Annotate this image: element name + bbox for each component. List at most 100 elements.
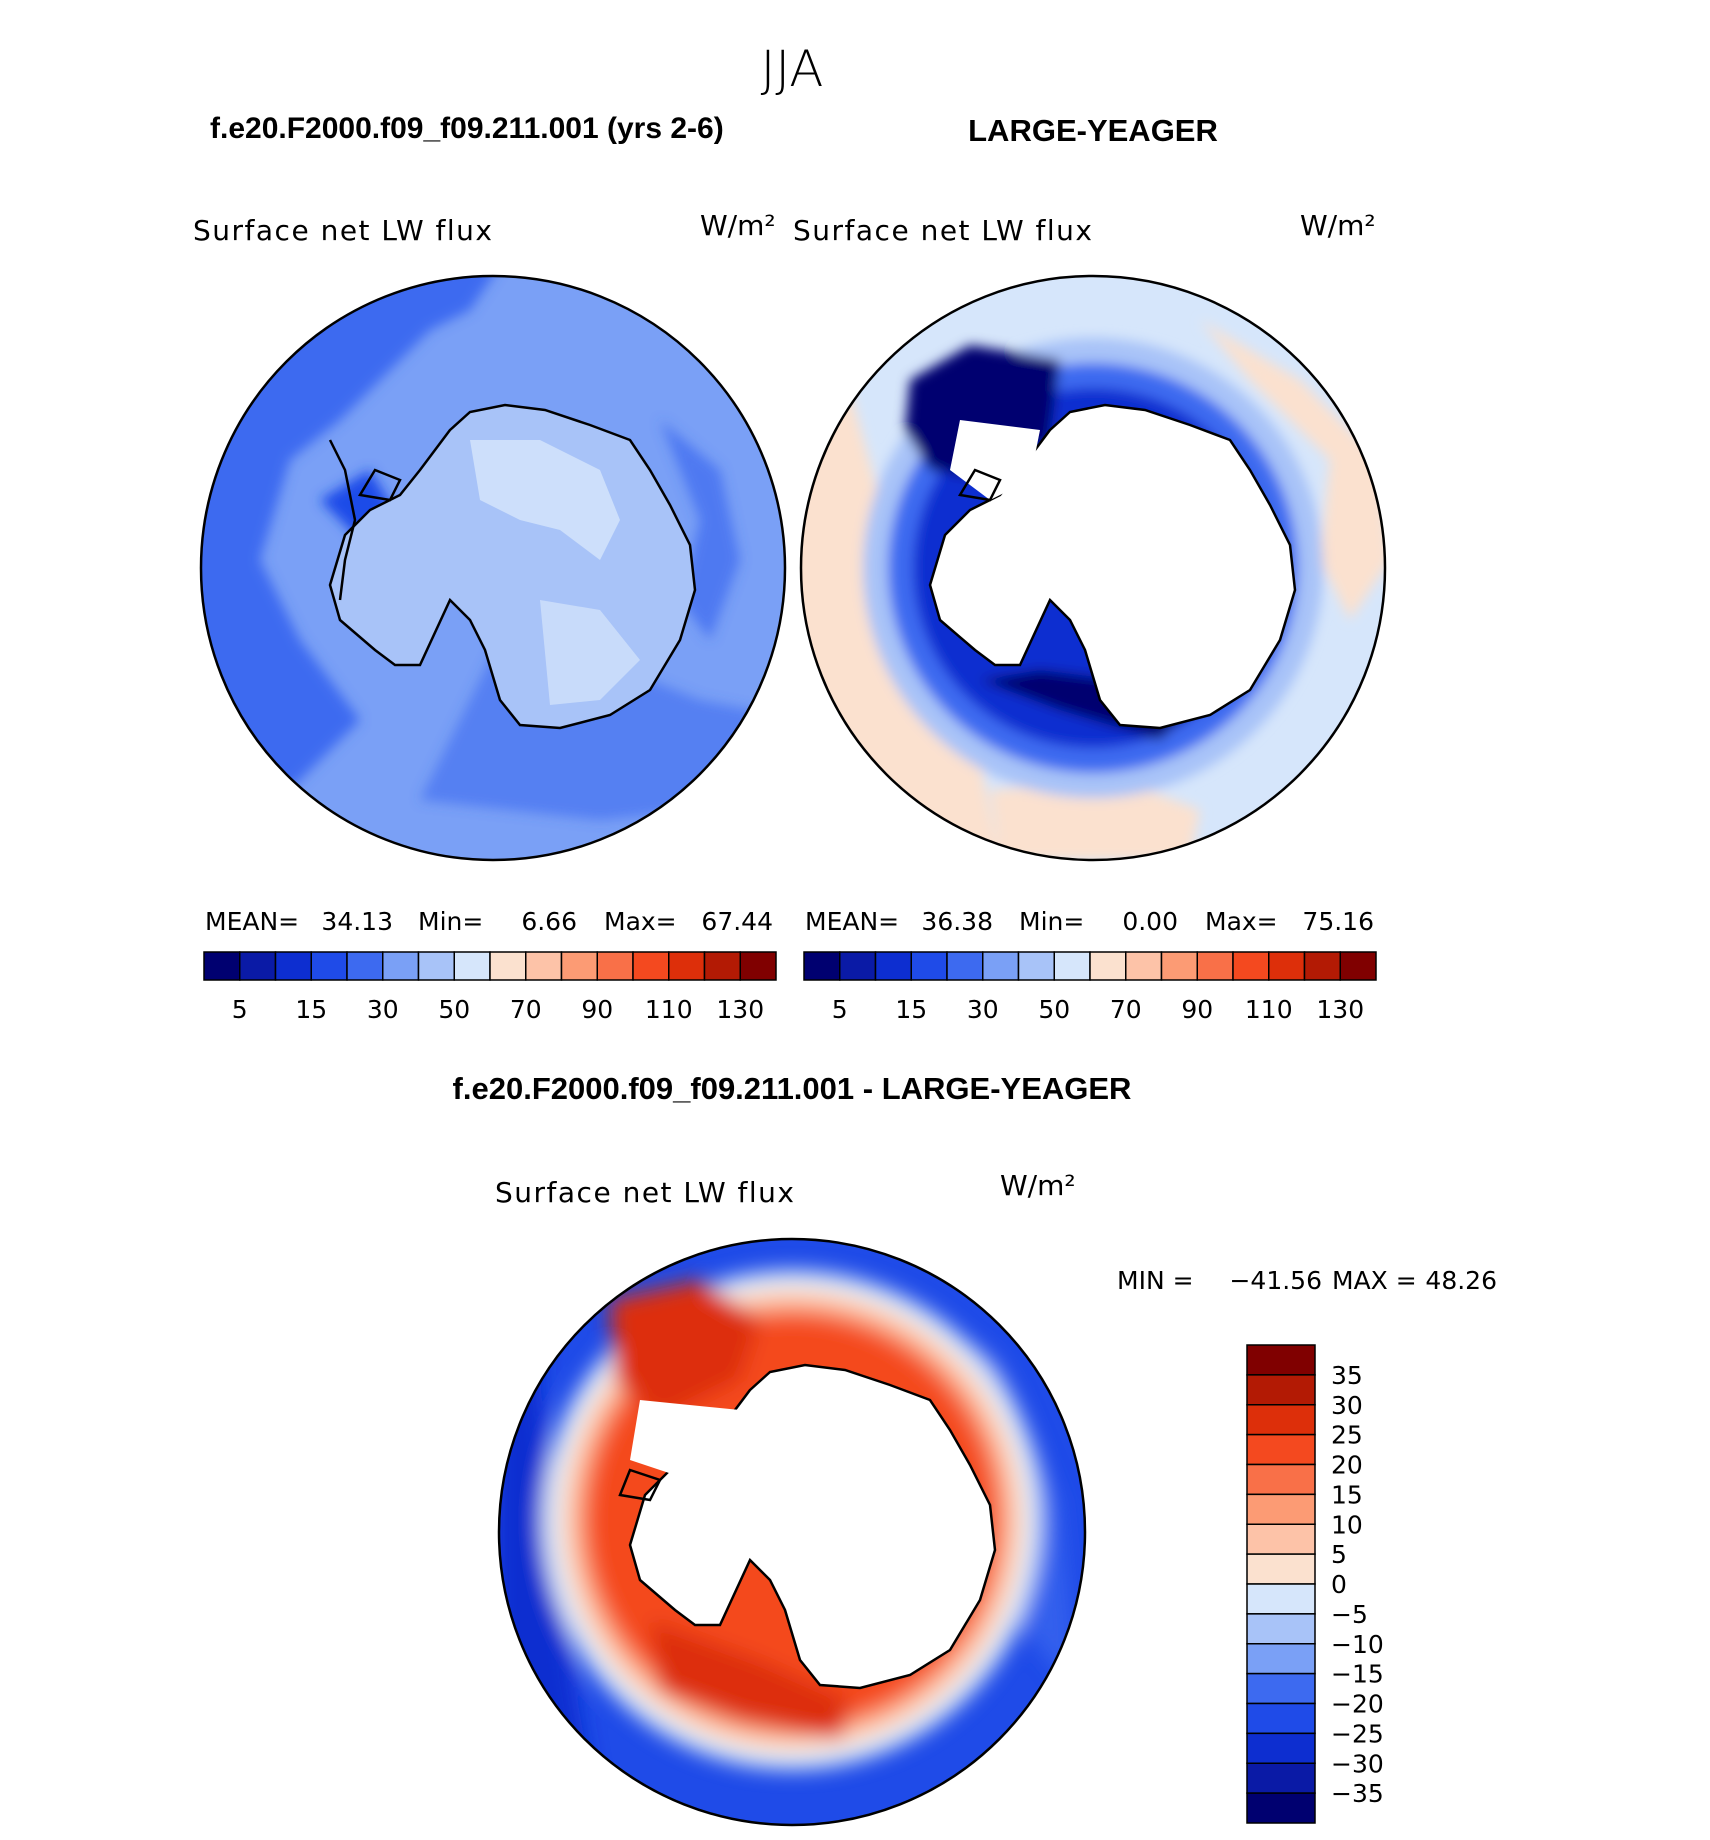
panel1-map-border xyxy=(199,274,787,862)
panel2-antarctica xyxy=(928,403,1297,730)
panel2-colorbar: 5 15 30 50 70 90 110 130 xyxy=(803,951,1377,1024)
panel2-colorbar-tick-label: 5 xyxy=(832,995,848,1024)
panel2-map-border xyxy=(799,274,1387,862)
panel3-colorbar-swatch xyxy=(1246,1523,1316,1555)
panel3-max-value: 48.26 xyxy=(1425,1266,1497,1295)
panel3-colorbar-swatch xyxy=(1246,1792,1316,1824)
panel3-colorbar-tick-label: 10 xyxy=(1331,1510,1363,1539)
panel2-colorbar-swatch xyxy=(874,951,912,981)
panel2-polar-map xyxy=(799,274,1387,862)
panel3-colorbar-tick-label: 35 xyxy=(1331,1361,1363,1390)
panel3-colorbar-swatch xyxy=(1246,1374,1316,1406)
panel1-colorbar-swatch xyxy=(310,951,348,981)
panel1-units-label: W/m² xyxy=(700,209,776,242)
panel1-stats: MEAN= 34.13 Min= 6.66 Max= 67.44 xyxy=(205,907,773,936)
panel1-colorbar-swatch xyxy=(739,951,777,981)
panel2-colorbar-swatch xyxy=(1017,951,1055,981)
panel3-min-value: −41.56 xyxy=(1229,1266,1322,1295)
panel3-colorbar-tick-label: 0 xyxy=(1331,1570,1347,1599)
panel3-colorbar-swatch xyxy=(1246,1613,1316,1645)
panel1-colorbar-tick-label: 90 xyxy=(581,995,613,1024)
panel3-stats: MIN = −41.56 MAX = 48.26 xyxy=(1117,1266,1497,1295)
panel1-variable-label: Surface net LW flux xyxy=(193,214,494,247)
panel2-colorbar-swatch xyxy=(1160,951,1198,981)
panel2-case-title: LARGE-YEAGER xyxy=(968,113,1218,148)
panel3-colorbar-swatch xyxy=(1246,1702,1316,1735)
panel1-colorbar-swatch xyxy=(417,951,455,981)
panel1-colorbar-swatch xyxy=(560,951,598,981)
panel1-mean-value: 34.13 xyxy=(321,907,393,936)
panel3-colorbar-tick-label: −35 xyxy=(1331,1779,1384,1808)
panel3-colorbar-swatch xyxy=(1246,1732,1316,1764)
panel1-colorbar-tick-label: 50 xyxy=(438,995,470,1024)
panel2-colorbar-swatch xyxy=(1232,951,1270,981)
panel1-colorbar-tick-label: 110 xyxy=(645,995,693,1024)
panel2-colorbar-swatch xyxy=(1089,951,1127,981)
panel3-colorbar-swatch xyxy=(1246,1643,1316,1675)
panel3-variable-label: Surface net LW flux xyxy=(495,1176,796,1209)
panel3-colorbar-swatch xyxy=(1246,1404,1316,1436)
panel2-colorbar-tick-label: 130 xyxy=(1316,995,1364,1024)
panel1-colorbar-swatch xyxy=(525,951,563,981)
panel3-colorbar-tick-label: −5 xyxy=(1331,1600,1368,1629)
panel3-case-title: f.e20.F2000.f09_f09.211.001 - LARGE-YEAG… xyxy=(453,1071,1132,1106)
panel1-colorbar-swatch xyxy=(274,951,312,981)
panel3-colorbar-tick-label: −30 xyxy=(1331,1749,1384,1778)
panel1-colorbar-swatch xyxy=(239,951,277,981)
panel3-polar-map xyxy=(497,1237,1087,1827)
panel1-colorbar-tick-label: 15 xyxy=(295,995,327,1024)
panel2-colorbar-swatch xyxy=(910,951,948,981)
panel2-colorbar-swatch xyxy=(803,951,841,981)
panel2-colorbar-swatch xyxy=(946,951,984,981)
panel1-colorbar-swatch xyxy=(596,951,634,981)
panel3-units-label: W/m² xyxy=(1000,1169,1076,1202)
panel2-colorbar-swatch xyxy=(1053,951,1091,981)
panel2-colorbar-tick-label: 90 xyxy=(1181,995,1213,1024)
panel3-colorbar-swatch xyxy=(1246,1493,1316,1525)
panel3-colorbar-swatch xyxy=(1246,1463,1316,1496)
panel3-colorbar-tick-label: −25 xyxy=(1331,1719,1384,1748)
panel2-colorbar-tick-label: 70 xyxy=(1110,995,1142,1024)
panel1-case-title: f.e20.F2000.f09_f09.211.001 (yrs 2-6) xyxy=(210,112,724,145)
panel2-colorbar-tick-label: 50 xyxy=(1038,995,1070,1024)
panel2-colorbar-tick-label: 110 xyxy=(1245,995,1293,1024)
panel2-colorbar-swatch xyxy=(839,951,877,981)
panel3-max-label: MAX = xyxy=(1332,1266,1417,1295)
panel2-min-label: Min= xyxy=(1019,907,1084,936)
panel3-colorbar-swatch xyxy=(1246,1344,1316,1376)
panel3-colorbar-tick-label: 25 xyxy=(1331,1421,1363,1450)
panel2-colorbar-swatch xyxy=(1196,951,1234,981)
panel2-variable-label: Surface net LW flux xyxy=(793,214,1094,247)
panel2-colorbar-swatch xyxy=(1125,951,1163,981)
panel1-colorbar-swatch xyxy=(346,951,384,981)
panel2-mean-value: 36.38 xyxy=(921,907,993,936)
panel1-colorbar-tick-label: 5 xyxy=(232,995,248,1024)
panel1-mean-label: MEAN= xyxy=(205,907,299,936)
panel3-colorbar-tick-label: −10 xyxy=(1331,1630,1384,1659)
panel3-min-label: MIN = xyxy=(1117,1266,1194,1295)
panel1-colorbar-tick-label: 130 xyxy=(716,995,764,1024)
panel3-map-border xyxy=(497,1237,1087,1827)
panel1-colorbar-swatch xyxy=(703,951,741,981)
panel3-colorbar-swatch xyxy=(1246,1762,1316,1794)
panel3-colorbar-tick-label: −20 xyxy=(1331,1690,1384,1719)
panel2-colorbar-swatch xyxy=(1303,951,1341,981)
panel2-max-label: Max= xyxy=(1205,907,1278,936)
panel3-colorbar-tick-label: −15 xyxy=(1331,1660,1384,1689)
panel1-colorbar-swatch xyxy=(453,951,491,981)
panel1-max-label: Max= xyxy=(604,907,677,936)
panel3-colorbar-swatch xyxy=(1246,1433,1316,1466)
season-title: JJA xyxy=(761,40,824,98)
panel1-colorbar-tick-label: 70 xyxy=(510,995,542,1024)
panel2-mean-label: MEAN= xyxy=(805,907,899,936)
panel1-max-value: 67.44 xyxy=(701,907,773,936)
panel3-colorbar-swatch xyxy=(1246,1672,1316,1705)
panel1-polar-map xyxy=(199,274,787,862)
panel3-colorbar-tick-label: 15 xyxy=(1331,1480,1363,1509)
panel3-colorbar-tick-label: 5 xyxy=(1331,1540,1347,1569)
panel1-colorbar-tick-label: 30 xyxy=(367,995,399,1024)
panel2-min-value: 0.00 xyxy=(1122,907,1178,936)
panel1-colorbar-swatch xyxy=(382,951,420,981)
panel2-colorbar-tick-label: 30 xyxy=(967,995,999,1024)
